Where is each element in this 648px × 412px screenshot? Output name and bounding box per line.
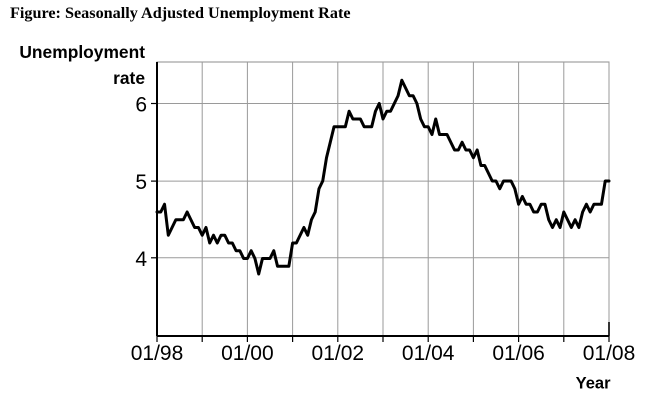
svg-text:01/02: 01/02 bbox=[312, 342, 365, 365]
svg-text:Year: Year bbox=[576, 375, 611, 393]
svg-text:01/08: 01/08 bbox=[583, 342, 636, 365]
svg-text:01/04: 01/04 bbox=[402, 342, 455, 365]
svg-text:6: 6 bbox=[135, 94, 147, 117]
svg-text:4: 4 bbox=[135, 248, 147, 271]
svg-text:01/00: 01/00 bbox=[221, 342, 274, 365]
svg-text:01/06: 01/06 bbox=[492, 342, 545, 365]
svg-text:5: 5 bbox=[135, 171, 147, 194]
svg-text:01/98: 01/98 bbox=[131, 342, 184, 365]
